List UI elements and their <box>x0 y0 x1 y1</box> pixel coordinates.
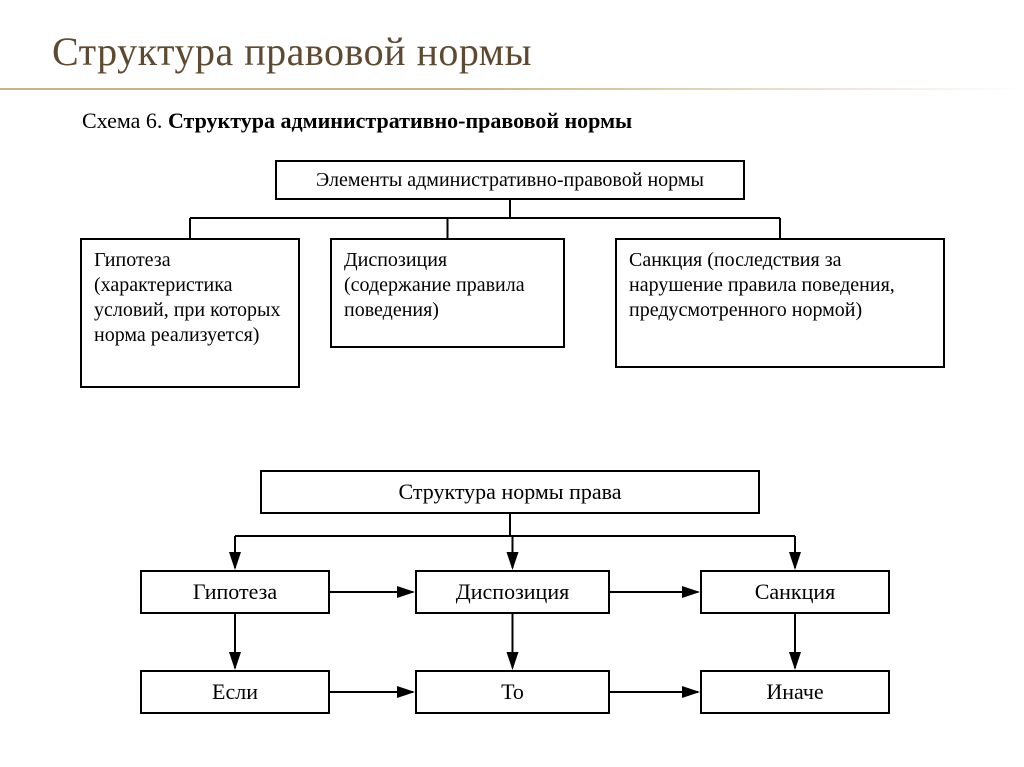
d1-root: Элементы административно-правовой нормы <box>275 160 745 200</box>
d2-r2-1: То <box>415 670 610 714</box>
caption-bold: Структура административно-правовой нормы <box>168 108 632 133</box>
d2-r1-0: Гипотеза <box>140 570 330 614</box>
d1-child-0: Гипотеза (характеристика условий, при ко… <box>80 238 300 388</box>
title-underline <box>0 88 1024 90</box>
caption-prefix: Схема 6. <box>82 108 168 133</box>
d2-root: Структура нормы права <box>260 470 760 514</box>
d2-r1-2: Санкция <box>700 570 890 614</box>
d2-r2-2: Иначе <box>700 670 890 714</box>
d2-r1-1: Диспозиция <box>415 570 610 614</box>
scheme-caption: Схема 6. Структура административно-право… <box>82 108 632 134</box>
slide-title: Структура правовой нормы <box>52 28 532 75</box>
d1-child-1: Диспозиция (содержание правила поведения… <box>330 238 565 348</box>
d1-child-2: Санкция (последствия за нарушение правил… <box>615 238 945 368</box>
d2-r2-0: Если <box>140 670 330 714</box>
